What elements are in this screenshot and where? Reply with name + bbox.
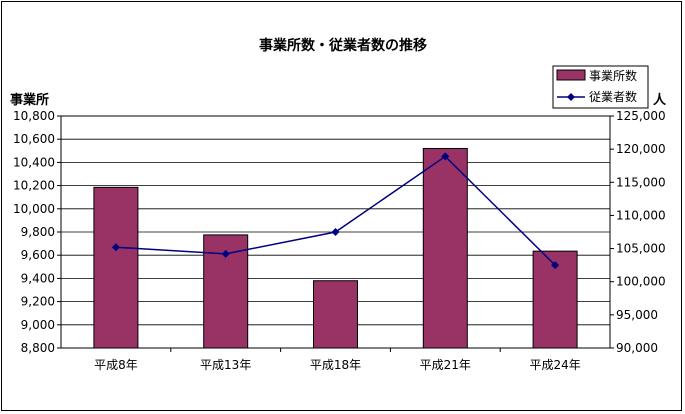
- legend: 事業所数 従業者数: [552, 65, 649, 109]
- legend-line-marker: [567, 93, 575, 101]
- y-left-tick-label: 10,800: [13, 109, 55, 123]
- bar: [313, 280, 358, 349]
- axes: [57, 115, 614, 352]
- y-right-tick-label: 110,000: [616, 208, 666, 222]
- x-tick-label: 平成21年: [420, 358, 471, 372]
- line-point: [221, 249, 230, 258]
- legend-line-label: 従業者数: [589, 89, 637, 104]
- y-axis-left-label: 事業所: [10, 92, 49, 108]
- bar: [422, 147, 468, 349]
- y-right-tick-label: 90,000: [616, 341, 658, 355]
- legend-bar-label: 事業所数: [589, 68, 637, 83]
- y-right-tick-label: 105,000: [616, 242, 666, 256]
- line-series: [111, 152, 560, 270]
- y-left-tick-label: 9,000: [21, 318, 55, 332]
- y-left-tick-label: 10,600: [13, 132, 55, 146]
- line-point: [551, 261, 560, 270]
- y-left-tick-label: 10,200: [13, 179, 55, 193]
- y-left-tick-label: 10,000: [13, 202, 55, 216]
- tick-labels: 8,800 9,000 9,200 9,400 9,600 9,800 10,000 10,2…: [13, 109, 666, 372]
- y-right-tick-label: 120,000: [616, 142, 666, 156]
- y-left-tick-label: 9,600: [21, 248, 55, 262]
- x-tick-label: 平成8年: [94, 358, 138, 372]
- line-point: [111, 243, 120, 252]
- y-right-tick-label: 100,000: [616, 275, 666, 289]
- y-left-tick-label: 9,200: [21, 295, 55, 309]
- y-right-tick-label: 115,000: [616, 175, 666, 189]
- plot-border: [60, 115, 611, 349]
- bar: [93, 186, 139, 349]
- y-axis-right-label: 人: [653, 92, 667, 108]
- y-right-tick-label: 125,000: [616, 109, 666, 123]
- x-tick-label: 平成13年: [200, 358, 251, 372]
- x-tick-label: 平成24年: [529, 358, 580, 372]
- y-left-tick-label: 8,800: [21, 341, 55, 355]
- y-left-tick-label: 10,400: [13, 155, 55, 169]
- line-point: [331, 228, 340, 236]
- chart-title: 事業所数・従業者数の推移: [259, 37, 427, 54]
- legend-bar-swatch: [556, 69, 586, 81]
- x-tick-label: 平成18年: [310, 358, 361, 372]
- y-right-tick-label: 95,000: [616, 308, 658, 322]
- y-left-tick-label: 9,800: [21, 225, 55, 239]
- y-left-tick-label: 9,400: [21, 271, 55, 285]
- line-point: [441, 152, 450, 161]
